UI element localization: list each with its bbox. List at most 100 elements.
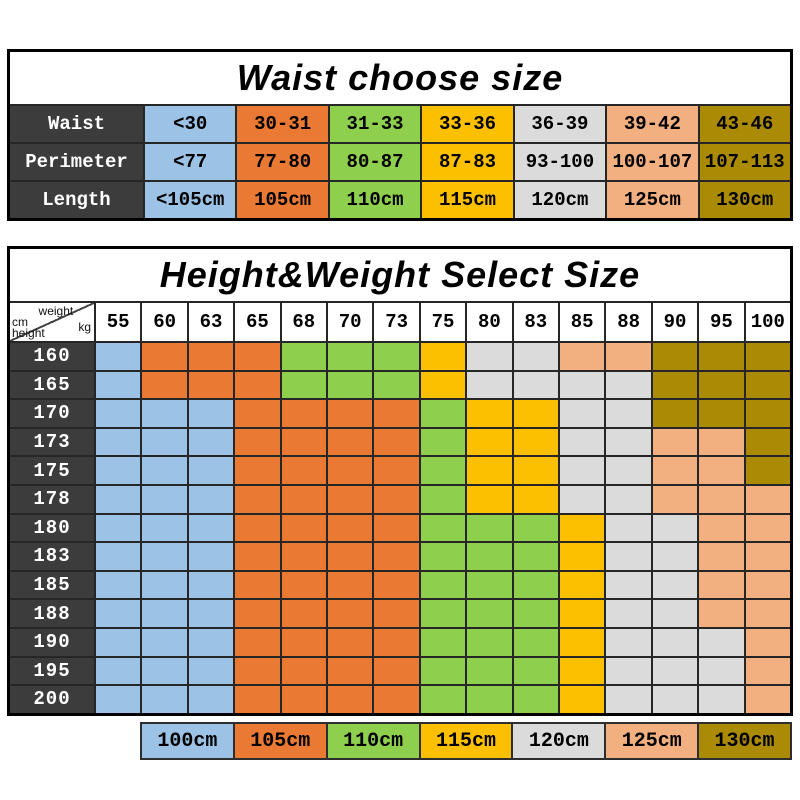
- matrix-cell: [420, 571, 466, 599]
- weight-header-cell: 65: [235, 303, 280, 341]
- matrix-cell: [188, 514, 234, 542]
- matrix-cell: [142, 400, 187, 427]
- matrix-cell: [652, 628, 698, 656]
- matrix-cell: [652, 686, 698, 713]
- waist-cell: 130cm: [699, 182, 790, 218]
- weight-header-cell: 83: [513, 303, 558, 341]
- waist-cell: 120cm: [514, 182, 606, 218]
- matrix-cell: [281, 543, 326, 570]
- matrix-cell: [328, 514, 373, 542]
- matrix-cell: [652, 457, 698, 484]
- matrix-title: Height&Weight Select Size: [10, 249, 790, 301]
- matrix-cell: [467, 514, 512, 542]
- matrix-cell: [745, 686, 790, 713]
- matrix-cell: [699, 457, 744, 484]
- matrix-cell: [560, 371, 605, 399]
- matrix-cell: [652, 343, 698, 370]
- matrix-cell: [606, 571, 651, 599]
- matrix-cell: [513, 543, 558, 570]
- matrix-cell: [606, 485, 651, 513]
- weight-header-cell: 73: [374, 303, 419, 341]
- matrix-cell: [328, 571, 373, 599]
- matrix-cell: [374, 371, 419, 399]
- matrix-cell: [420, 485, 466, 513]
- waist-cell: 87-83: [422, 144, 513, 180]
- matrix-cell: [652, 543, 698, 570]
- matrix-cell: [699, 686, 744, 713]
- waist-cell: <77: [145, 144, 236, 180]
- matrix-cell: [513, 343, 558, 370]
- matrix-cell: [374, 686, 419, 713]
- matrix-cell: [513, 457, 558, 484]
- matrix-cell: [374, 428, 419, 456]
- matrix-cell: [281, 514, 326, 542]
- matrix-cell: [513, 600, 558, 627]
- matrix-cell: [235, 400, 280, 427]
- matrix-cell: [513, 400, 558, 427]
- matrix-cell: [699, 371, 744, 399]
- matrix-cell: [142, 600, 187, 627]
- height-label-cell: 183: [10, 543, 94, 570]
- waist-grid: Waist <30 30-31 31-33 33-36 36-39 39-42 43-46 Pe…: [10, 106, 790, 218]
- matrix-cell: [420, 543, 466, 570]
- matrix-cell: [560, 343, 605, 370]
- matrix-cell: [235, 628, 280, 656]
- matrix-cell: [235, 686, 280, 713]
- legend-item: 105cm: [234, 724, 326, 758]
- matrix-cell: [188, 543, 234, 570]
- matrix-cell: [281, 600, 326, 627]
- matrix-cell: [560, 485, 605, 513]
- height-label-cell: 170: [10, 400, 94, 427]
- matrix-cell: [606, 343, 651, 370]
- matrix-cell: [652, 657, 698, 685]
- weight-header-cell: 75: [420, 303, 466, 341]
- matrix-cell: [374, 543, 419, 570]
- matrix-cell: [281, 428, 326, 456]
- matrix-cell: [188, 657, 234, 685]
- matrix-cell: [560, 428, 605, 456]
- waist-cell: 43-46: [699, 106, 790, 142]
- matrix-cell: [328, 400, 373, 427]
- matrix-cell: [513, 514, 558, 542]
- matrix-cell: [652, 400, 698, 427]
- matrix-cell: [513, 428, 558, 456]
- matrix-cell: [188, 571, 234, 599]
- waist-cell: 110cm: [329, 182, 421, 218]
- matrix-cell: [235, 485, 280, 513]
- matrix-cell: [652, 514, 698, 542]
- matrix-cell: [235, 343, 280, 370]
- matrix-corner-cell: weight kg cm height: [10, 303, 94, 341]
- matrix-cell: [96, 428, 141, 456]
- matrix-cell: [745, 457, 790, 484]
- matrix-cell: [513, 485, 558, 513]
- matrix-cell: [328, 428, 373, 456]
- matrix-cell: [467, 371, 512, 399]
- matrix-cell: [188, 457, 234, 484]
- matrix-cell: [374, 457, 419, 484]
- matrix-cell: [188, 371, 234, 399]
- matrix-cell: [560, 457, 605, 484]
- matrix-cell: [374, 485, 419, 513]
- height-label-cell: 165: [10, 371, 94, 399]
- legend-item: 120cm: [513, 724, 605, 758]
- height-label-cell: 195: [10, 657, 94, 685]
- weight-header-cell: 55: [96, 303, 141, 341]
- matrix-cell: [142, 343, 187, 370]
- matrix-cell: [467, 485, 512, 513]
- matrix-cell: [235, 571, 280, 599]
- corner-height-label: height: [12, 326, 45, 340]
- matrix-cell: [606, 657, 651, 685]
- waist-cell: 115cm: [422, 182, 513, 218]
- matrix-cell: [281, 686, 326, 713]
- matrix-cell: [420, 428, 466, 456]
- waist-cell: 80-87: [329, 144, 421, 180]
- matrix-cell: [745, 514, 790, 542]
- matrix-cell: [96, 628, 141, 656]
- waist-cell: 125cm: [607, 182, 698, 218]
- waist-cell: 105cm: [237, 182, 328, 218]
- matrix-cell: [328, 657, 373, 685]
- matrix-cell: [281, 400, 326, 427]
- matrix-cell: [281, 628, 326, 656]
- waist-row-label: Length: [10, 182, 143, 218]
- matrix-cell: [467, 428, 512, 456]
